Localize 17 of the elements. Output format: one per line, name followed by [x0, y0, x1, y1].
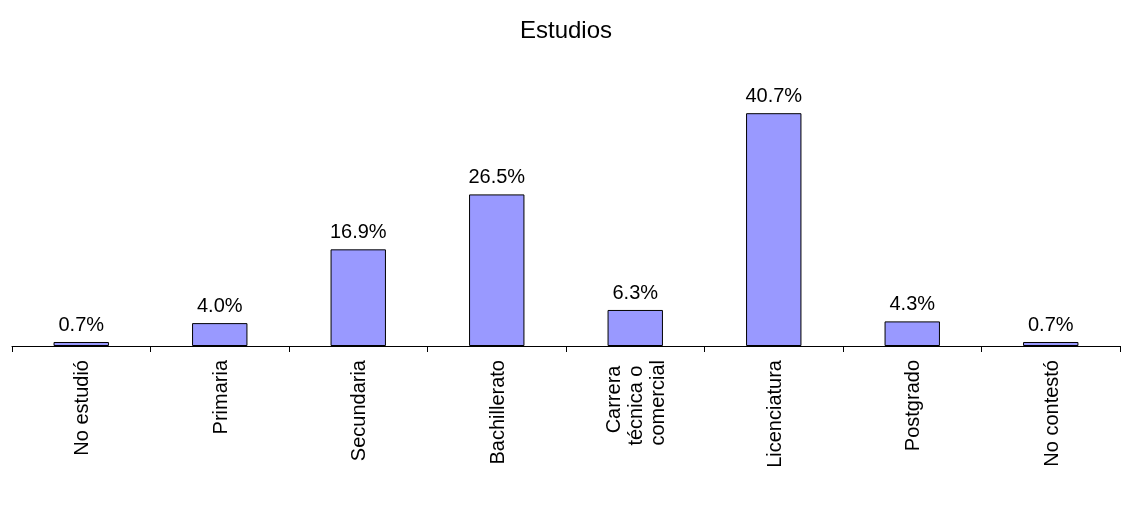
data-label: 0.7% [1027, 313, 1074, 335]
x-tick-label: Secundaria [347, 359, 370, 462]
data-label: 16.9% [329, 220, 387, 243]
data-label: 40.7% [745, 84, 803, 107]
data-label: 0.7% [58, 313, 105, 335]
x-tick-label: Primaria [208, 359, 231, 435]
x-tick-label: Carrera técnica o comercial [602, 360, 669, 446]
x-tick-label: No contestó [1039, 360, 1062, 467]
data-label: 6.3% [612, 280, 659, 303]
data-label: 26.5% [468, 165, 526, 188]
data-label: 4.0% [196, 294, 243, 317]
x-tick-label: Bachillerato [485, 360, 508, 465]
chart-title: Estudios [519, 15, 613, 43]
x-tick-label: Licenciatura [762, 359, 785, 468]
x-tick-label: No estudió [70, 360, 93, 456]
data-label: 4.3% [889, 292, 936, 315]
x-tick-label: Postgrado [901, 360, 924, 452]
